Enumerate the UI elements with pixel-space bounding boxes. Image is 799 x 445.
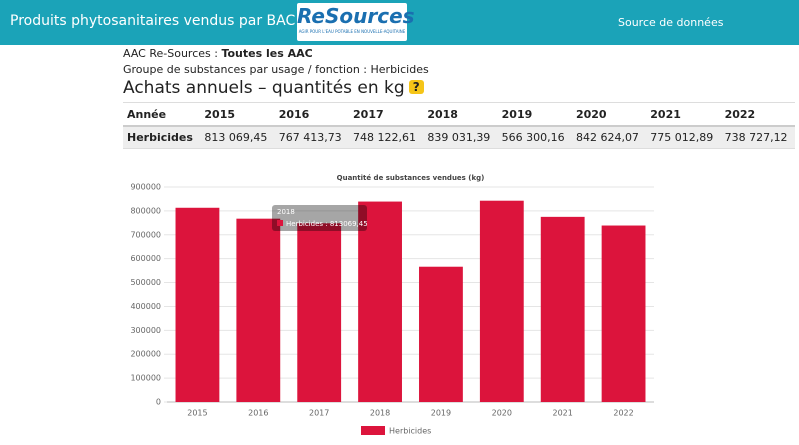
bar	[358, 201, 402, 402]
help-button[interactable]: ?	[408, 80, 424, 94]
cell: 738 727,12	[720, 126, 795, 149]
label: AAC Re-Sources :	[123, 47, 218, 60]
app-title: Produits phytosanitaires vendus par BAC …	[10, 13, 378, 29]
chart-title: Quantité de substances vendues (kg)	[337, 174, 485, 182]
tooltip-body: Herbicides : 813069,45	[286, 220, 368, 228]
cell: 748 122,61	[349, 126, 424, 149]
x-tick-label: 2022	[613, 409, 633, 418]
header-cell: 2022	[720, 102, 795, 127]
header-cell: 2021	[646, 102, 721, 127]
cell: 775 012,89	[646, 126, 721, 149]
header-cell: Année	[123, 102, 201, 127]
y-tick-label: 900000	[130, 183, 161, 192]
y-tick-label: 0	[156, 398, 161, 407]
logo-text: ReSources	[297, 4, 415, 28]
section-title: Achats annuels – quantités en kg?	[123, 78, 424, 98]
x-tick-label: 2015	[187, 409, 207, 418]
bar	[175, 207, 220, 402]
y-tick-label: 800000	[130, 206, 161, 215]
tooltip-swatch	[277, 220, 283, 226]
x-tick-label: 2016	[248, 409, 268, 418]
header-cell: 2019	[497, 102, 572, 127]
cell: 566 300,16	[497, 126, 572, 149]
header-cell: 2020	[571, 102, 647, 127]
header-cell: 2018	[423, 102, 498, 127]
x-tick-label: 2021	[553, 409, 573, 418]
filter-group: Groupe de substances par usage / fonctio…	[123, 63, 429, 76]
bar	[419, 266, 463, 402]
tooltip-box	[272, 205, 367, 231]
cell: 842 624,07	[571, 126, 647, 149]
x-tick-label: 2017	[309, 409, 329, 418]
y-tick-label: 400000	[130, 302, 161, 311]
cell: Herbicides	[123, 126, 201, 149]
bar	[479, 200, 524, 402]
header-cell: 2017	[349, 102, 424, 127]
filter-aac: AAC Re-Sources : Toutes les AAC	[123, 47, 313, 60]
x-tick-label: 2018	[370, 409, 390, 418]
legend-label: Herbicides	[389, 427, 431, 436]
bar	[236, 218, 281, 402]
bar	[601, 225, 646, 402]
header-cell: 2015	[200, 102, 275, 127]
text: Achats annuels – quantités en kg	[123, 78, 405, 98]
y-tick-label: 300000	[130, 326, 161, 335]
y-tick-label: 700000	[130, 230, 161, 239]
data-table: Année 2015 2016 2017 2018 2019 2020 2021 2022 Her…	[123, 102, 795, 149]
header: Produits phytosanitaires vendus par BAC …	[0, 0, 799, 45]
table-row: Herbicides 813 069,45 767 413,73 748 122,61…	[123, 126, 795, 149]
y-tick-label: 500000	[130, 278, 161, 287]
y-tick-label: 100000	[130, 374, 161, 383]
x-tick-label: 2019	[431, 409, 451, 418]
bar	[540, 216, 585, 402]
y-tick-label: 600000	[130, 254, 161, 263]
cell: 813 069,45	[200, 126, 275, 149]
legend-swatch	[361, 426, 385, 435]
cell: 839 031,39	[423, 126, 498, 149]
nav-link[interactable]: Source de données	[618, 16, 724, 29]
logo-tagline: AGIR POUR L'EAU POTABLE EN NOUVELLE-AQUI…	[298, 29, 406, 34]
y-tick-label: 200000	[130, 350, 161, 359]
tooltip-title: 2018	[277, 208, 295, 216]
chart: Quantité de substances vendues (kg) 0 1000…	[130, 174, 654, 436]
header-cell: 2016	[274, 102, 350, 127]
value: Toutes les AAC	[221, 47, 313, 60]
bar	[297, 223, 342, 402]
cell: 767 413,73	[274, 126, 350, 149]
logo[interactable]: ReSources AGIR POUR L'EAU POTABLE EN NOUV…	[297, 3, 415, 41]
x-tick-label: 2020	[492, 409, 512, 418]
